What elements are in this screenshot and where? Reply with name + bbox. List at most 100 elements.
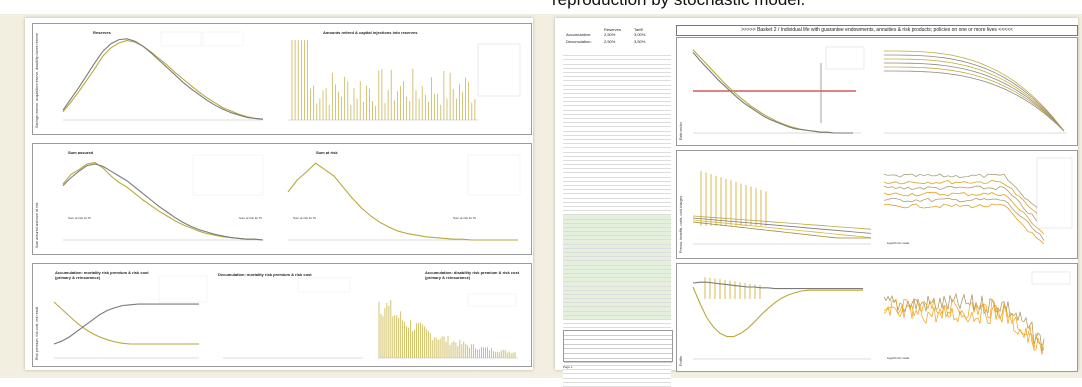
left-row3-side-label: Risk premium, risk cost, risk result (35, 306, 39, 360)
table-row (563, 299, 671, 304)
table-row (563, 52, 671, 57)
table-row (563, 68, 671, 73)
table-row (563, 366, 671, 371)
right-sheet-header: >>>>> Basket 2 / Individual life with gu… (676, 25, 1078, 36)
table-row (563, 282, 671, 287)
fan-line-0 (884, 50, 1065, 132)
table-row (563, 186, 671, 191)
table-row (563, 165, 671, 170)
table-row (563, 127, 671, 132)
left-row2-left-title: Sum assured (68, 150, 94, 155)
left-row3-mid-title: Decumulation: mortality risk premium & r… (218, 272, 312, 277)
bottom-table-row (564, 354, 672, 359)
right-panel-3-right-noise (883, 292, 1045, 355)
table-row (563, 81, 671, 86)
series-line-1 (62, 163, 264, 241)
right-panel-3-log-note: logarithmic scale (887, 356, 910, 360)
noise-line-2 (883, 303, 1045, 355)
left-row3-left-legend (158, 275, 208, 303)
table-row (563, 244, 671, 249)
right-panel-1-left-chart (692, 46, 865, 134)
table-row (563, 211, 671, 216)
right-panel-2-left-spikes (700, 171, 767, 226)
right-panel-1-legend (825, 46, 865, 70)
left-row3-mid-legend (297, 277, 351, 293)
table-row (563, 261, 671, 266)
table-row (563, 148, 671, 153)
table-row (563, 232, 671, 237)
left-row1-right-legend (477, 43, 521, 97)
fan2-line-0 (883, 173, 1045, 217)
left-row2-note-b: Sum at risk for PI (239, 216, 263, 220)
left-row3-panel: Risk premium, risk cost, risk result Acc… (32, 263, 532, 367)
bundle-line-3 (692, 221, 871, 239)
table-row (563, 119, 671, 124)
table-row (563, 181, 671, 186)
left-row3-mid-chart (223, 277, 363, 359)
left-row2-note-c: Sum at risk for PI (293, 216, 317, 220)
left-row3-right-title: Accumulation: disability risk premium & … (425, 270, 520, 280)
bottom-table-row (564, 336, 672, 341)
table-row (563, 223, 671, 228)
table-row (563, 173, 671, 178)
left-row2-note-a: Sum at risk for PI (68, 216, 92, 220)
table-row (563, 114, 671, 119)
bundle-line-1 (692, 217, 872, 234)
table-row (563, 123, 671, 128)
table-row (563, 265, 671, 270)
table-row (563, 324, 671, 329)
table-row (563, 194, 671, 199)
left-row1-left-title: Reserves (93, 30, 111, 35)
table-row (563, 85, 671, 90)
table-row (563, 77, 671, 82)
left-row2-side-label: Sum assured and sum at risk (35, 202, 39, 248)
table-row (563, 139, 671, 145)
left-row2-right-legend (467, 154, 521, 196)
table-row (563, 253, 671, 258)
left-row3-right-spikes (378, 300, 516, 358)
rates-dec-tariff: 3,50% (634, 39, 646, 44)
rates-block: Reserves Tariff Accumulation: 2,50% 3,00% D… (566, 27, 666, 44)
table-row (563, 102, 671, 107)
table-row (563, 257, 671, 262)
table-row (563, 152, 671, 157)
right-panel-2-legend (1036, 157, 1073, 229)
rates-acc-res: 2,50% (604, 32, 616, 37)
fan2-line-2 (883, 185, 1045, 228)
table-row (563, 110, 671, 115)
table-row (563, 89, 671, 94)
left-row1-left-chart (62, 31, 264, 121)
right-panel-3-right-chart (883, 271, 1071, 355)
left-row2-left-legend (192, 154, 264, 196)
fan-line-5 (884, 70, 1065, 132)
left-row3-right-chart (378, 293, 518, 359)
table-row (563, 190, 671, 195)
table-row (563, 169, 671, 174)
table-row (563, 320, 671, 325)
right-panel-3-legend (1031, 271, 1071, 285)
bundle-line-0 (692, 215, 872, 230)
fan-line-4 (884, 66, 1065, 132)
rates-acc-tariff: 3,00% (634, 32, 646, 37)
series-line-0 (53, 301, 199, 345)
rates-col1: Reserves (604, 27, 621, 32)
table-row (563, 315, 671, 320)
table-row (563, 72, 671, 78)
table-row (563, 60, 671, 65)
table-row (563, 227, 671, 233)
series-line-0 (692, 286, 863, 338)
fan-line-3 (884, 62, 1065, 132)
right-panel-2-log-note: logarithmic scale (887, 241, 910, 245)
table-row (563, 177, 671, 182)
table-row (563, 206, 671, 212)
table-row (563, 273, 671, 279)
bottom-table-row (564, 340, 672, 345)
table-row (563, 131, 671, 136)
right-panel-2-right-fan (883, 173, 1045, 245)
table-row (563, 160, 671, 166)
left-row1-right-chart (288, 40, 521, 121)
table-row (563, 303, 671, 308)
table-row (563, 382, 671, 387)
right-panel-2-right-chart (883, 157, 1073, 245)
fan-line-1 (884, 54, 1065, 132)
